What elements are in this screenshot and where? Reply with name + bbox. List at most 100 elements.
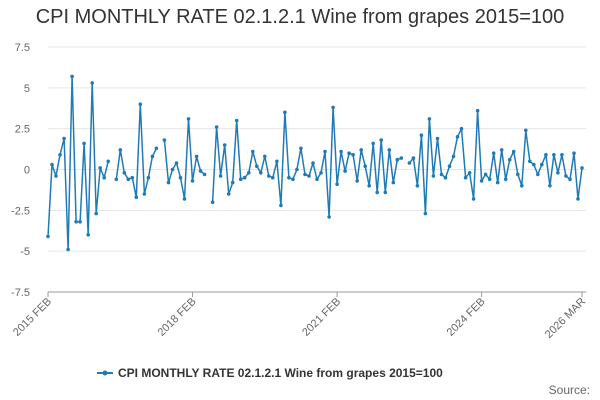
data-point[interactable] — [439, 172, 444, 177]
data-point[interactable] — [283, 110, 287, 115]
data-point[interactable] — [74, 220, 78, 224]
data-point[interactable] — [511, 149, 516, 154]
data-point[interactable] — [98, 166, 102, 170]
data-point[interactable] — [186, 117, 191, 121]
data-point[interactable] — [540, 162, 544, 167]
data-point[interactable] — [226, 192, 231, 196]
data-point[interactable] — [166, 180, 171, 185]
data-point[interactable] — [427, 117, 432, 121]
data-point[interactable] — [303, 172, 307, 177]
data-point[interactable] — [343, 169, 347, 173]
data-point[interactable] — [580, 166, 584, 170]
legend[interactable]: CPI MONTHLY RATE 02.1.2.1 Wine from grap… — [97, 366, 443, 380]
data-point[interactable] — [564, 174, 568, 178]
data-point[interactable] — [247, 171, 251, 175]
data-point[interactable] — [335, 182, 339, 186]
data-point[interactable] — [576, 197, 580, 201]
data-point[interactable] — [395, 157, 400, 162]
data-point[interactable] — [238, 177, 243, 182]
data-point[interactable] — [106, 159, 110, 164]
data-point[interactable] — [134, 195, 139, 200]
data-point[interactable] — [363, 164, 368, 168]
data-point[interactable] — [516, 172, 520, 177]
data-point[interactable] — [307, 174, 311, 178]
data-point[interactable] — [379, 138, 384, 142]
data-point[interactable] — [70, 74, 74, 79]
data-point[interactable] — [572, 151, 576, 155]
data-point[interactable] — [475, 108, 480, 113]
data-point[interactable] — [528, 159, 532, 164]
data-point[interactable] — [463, 175, 468, 180]
data-point[interactable] — [520, 184, 524, 188]
data-point[interactable] — [391, 180, 396, 185]
data-point[interactable] — [275, 159, 279, 164]
data-point[interactable] — [311, 161, 315, 165]
data-point[interactable] — [367, 184, 372, 188]
data-point[interactable] — [50, 162, 54, 167]
data-point[interactable] — [387, 148, 392, 152]
data-point[interactable] — [532, 162, 536, 167]
data-point[interactable] — [114, 177, 119, 182]
data-point[interactable] — [423, 211, 428, 216]
data-point[interactable] — [271, 175, 275, 180]
data-point[interactable] — [259, 171, 263, 175]
data-point[interactable] — [347, 151, 351, 155]
data-point[interactable] — [435, 136, 440, 141]
data-point[interactable] — [411, 156, 416, 160]
data-point[interactable] — [455, 135, 460, 139]
data-point[interactable] — [162, 138, 167, 142]
data-point[interactable] — [323, 149, 327, 154]
data-point[interactable] — [351, 153, 355, 157]
data-point[interactable] — [102, 175, 106, 180]
data-point[interactable] — [251, 149, 255, 154]
data-point[interactable] — [327, 215, 331, 219]
data-point[interactable] — [174, 161, 179, 165]
data-point[interactable] — [142, 192, 147, 196]
data-point[interactable] — [234, 118, 239, 123]
data-point[interactable] — [287, 175, 291, 180]
data-point[interactable] — [431, 174, 436, 178]
data-point[interactable] — [331, 105, 335, 110]
data-point[interactable] — [90, 81, 94, 85]
data-point[interactable] — [447, 164, 452, 168]
data-point[interactable] — [507, 157, 512, 162]
data-point[interactable] — [54, 174, 58, 178]
data-point[interactable] — [263, 154, 267, 159]
data-point[interactable] — [483, 172, 488, 177]
data-point[interactable] — [214, 125, 219, 129]
data-point[interactable] — [479, 179, 484, 183]
data-point[interactable] — [190, 179, 195, 183]
data-point[interactable] — [58, 153, 62, 157]
data-point[interactable] — [222, 143, 227, 147]
data-point[interactable] — [122, 171, 127, 175]
data-point[interactable] — [66, 247, 70, 252]
data-point[interactable] — [383, 190, 388, 195]
data-point[interactable] — [62, 136, 66, 141]
data-point[interactable] — [471, 197, 476, 201]
data-point[interactable] — [544, 153, 548, 157]
data-point[interactable] — [94, 211, 98, 216]
data-point[interactable] — [415, 184, 420, 188]
data-point[interactable] — [295, 167, 299, 172]
data-point[interactable] — [451, 154, 456, 159]
data-point[interactable] — [467, 171, 472, 175]
data-point[interactable] — [130, 175, 135, 180]
data-point[interactable] — [242, 175, 247, 180]
data-point[interactable] — [299, 146, 303, 151]
data-point[interactable] — [560, 153, 564, 157]
data-point[interactable] — [46, 234, 50, 239]
data-point[interactable] — [443, 175, 448, 180]
data-point[interactable] — [407, 161, 412, 165]
data-point[interactable] — [194, 154, 199, 159]
data-point[interactable] — [118, 148, 123, 152]
data-point[interactable] — [86, 233, 90, 237]
data-point[interactable] — [503, 177, 508, 182]
data-point[interactable] — [254, 164, 259, 168]
data-point[interactable] — [556, 171, 560, 175]
data-point[interactable] — [419, 133, 424, 137]
data-point[interactable] — [487, 177, 492, 182]
data-point[interactable] — [267, 174, 271, 178]
data-point[interactable] — [279, 203, 283, 208]
data-point[interactable] — [315, 177, 319, 182]
data-point[interactable] — [355, 179, 360, 183]
